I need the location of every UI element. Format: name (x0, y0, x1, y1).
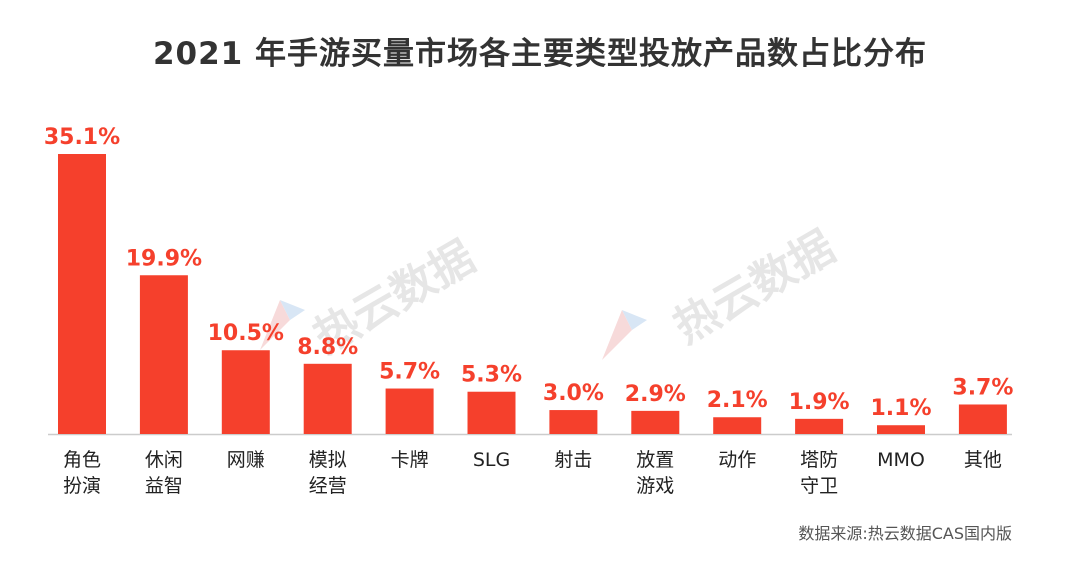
data-label: 5.3% (461, 363, 522, 388)
bar (58, 154, 106, 434)
category-label: MMO (877, 449, 925, 471)
category-label: 游戏 (636, 475, 674, 497)
bar (303, 363, 352, 434)
category-label: 动作 (718, 449, 756, 471)
watermark-logo-icon (260, 300, 305, 350)
bar (631, 410, 680, 434)
category-label: 角色 (63, 449, 101, 471)
bar (713, 417, 762, 434)
category-label: 其他 (964, 449, 1002, 471)
category-label: 放置 (636, 449, 674, 471)
data-label: 5.7% (379, 360, 440, 385)
bar (467, 391, 516, 434)
bar (221, 350, 270, 434)
data-label: 35.1% (44, 125, 120, 150)
category-label: 扮演 (63, 475, 101, 497)
category-label: 塔防 (800, 449, 838, 471)
source-note: 数据来源:热云数据CAS国内版 (798, 524, 1012, 543)
data-label: 2.9% (625, 382, 686, 407)
category-label: 休闲 (145, 449, 183, 471)
category-label: 经营 (309, 475, 347, 497)
bar (385, 388, 434, 434)
bar (139, 275, 188, 434)
chart-title: 2021 年手游买量市场各主要类型投放产品数占比分布 (152, 36, 928, 72)
category-label: 益智 (145, 475, 183, 497)
data-label: 10.5% (208, 321, 284, 346)
data-label: 3.0% (543, 381, 604, 406)
category-label: 守卫 (800, 475, 838, 497)
category-label: 模拟 (309, 449, 347, 471)
bar (549, 410, 598, 434)
category-label: 网赚 (227, 449, 265, 471)
data-label: 3.7% (952, 375, 1013, 400)
category-label: 射击 (554, 449, 592, 471)
data-label: 19.9% (126, 246, 202, 271)
data-label: 1.9% (789, 390, 850, 415)
data-label: 8.8% (297, 335, 358, 360)
bar (877, 425, 925, 434)
category-label: 卡牌 (391, 449, 429, 471)
bar (795, 418, 844, 434)
data-label: 2.1% (707, 388, 768, 413)
bar (958, 404, 1007, 434)
category-label: SLG (473, 449, 510, 471)
watermark-logo-icon (602, 310, 647, 360)
data-label: 1.1% (870, 396, 931, 421)
